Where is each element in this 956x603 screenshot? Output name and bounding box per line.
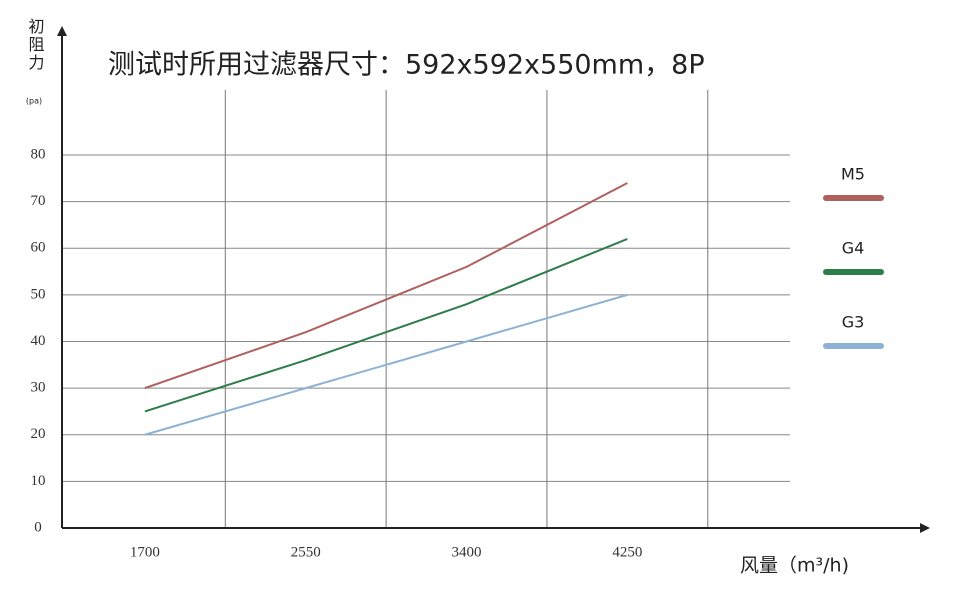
legend-label: M5 — [841, 165, 865, 184]
y-axis-unit: (pa) — [26, 97, 42, 106]
chart-title: 测试时所用过滤器尺寸：592x592x550mm，8P — [108, 50, 705, 81]
y-tick-label: 10 — [31, 473, 46, 489]
y-axis-label: 初阻力 — [26, 18, 45, 72]
legend-label: G4 — [842, 239, 865, 258]
y-tick-label: 50 — [31, 286, 46, 302]
line — [144, 237, 628, 413]
x-tick-label: 2550 — [291, 544, 321, 560]
y-tick-label: 60 — [31, 240, 46, 256]
x-axis-label: 风量（m³/h) — [740, 555, 849, 577]
y-tick-label: 30 — [31, 380, 46, 396]
line — [144, 293, 628, 436]
y-tick-label: 20 — [31, 426, 46, 442]
legend-label: G3 — [842, 313, 865, 332]
x-tick-label: 1700 — [130, 544, 160, 560]
y-tick-label: 80 — [31, 146, 46, 162]
y-tick-label: 70 — [31, 193, 46, 209]
y-tick-label: 0 — [34, 519, 42, 535]
y-tick-label: 40 — [31, 333, 46, 349]
x-tick-label: 3400 — [452, 544, 482, 560]
x-tick-label: 4250 — [612, 544, 642, 560]
line — [144, 182, 628, 390]
